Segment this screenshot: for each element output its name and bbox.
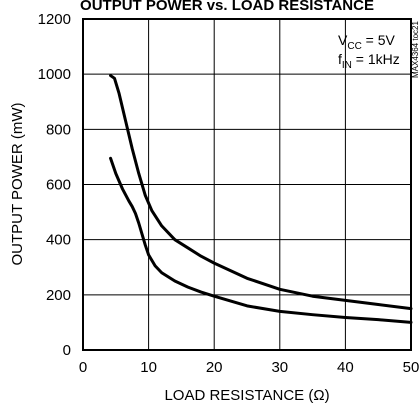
chart-title: OUTPUT POWER vs. LOAD RESISTANCE — [80, 0, 374, 14]
plot-frame — [82, 18, 412, 351]
grid — [83, 19, 411, 350]
series-line-1 — [109, 74, 413, 311]
annotation-vcc: VCC = 5V — [338, 32, 396, 52]
x-tick-label-2: 20 — [206, 359, 223, 376]
y-tick-label-5: 1000 — [38, 66, 71, 83]
y-tick-label-6: 1200 — [38, 11, 71, 28]
y-axis-label: OUTPUT POWER (mW) — [9, 102, 26, 265]
x-tick-label-4: 40 — [337, 359, 354, 376]
x-tick-label-1: 10 — [140, 359, 157, 376]
y-tick-label-4: 800 — [46, 121, 71, 138]
x-tick-label-0: 0 — [79, 359, 87, 376]
x-tick-label-3: 30 — [271, 359, 288, 376]
y-tick-label-0: 0 — [63, 342, 71, 359]
y-tick-labels: 0 200 400 600 800 1000 1200 — [38, 11, 71, 359]
y-tick-label-2: 400 — [46, 232, 71, 249]
chart-id-label: MAX4364 toc21 — [411, 21, 420, 78]
y-tick-label-1: 200 — [46, 287, 71, 304]
x-tick-label-5: 50 — [403, 359, 420, 376]
x-tick-labels: 0 10 20 30 40 50 — [79, 359, 420, 376]
x-axis-label: LOAD RESISTANCE (Ω) — [164, 387, 329, 404]
series-line-2 — [109, 156, 413, 324]
y-tick-label-3: 600 — [46, 177, 71, 194]
annotation-fin: fIN = 1kHz — [338, 51, 400, 71]
series-group — [109, 74, 413, 324]
